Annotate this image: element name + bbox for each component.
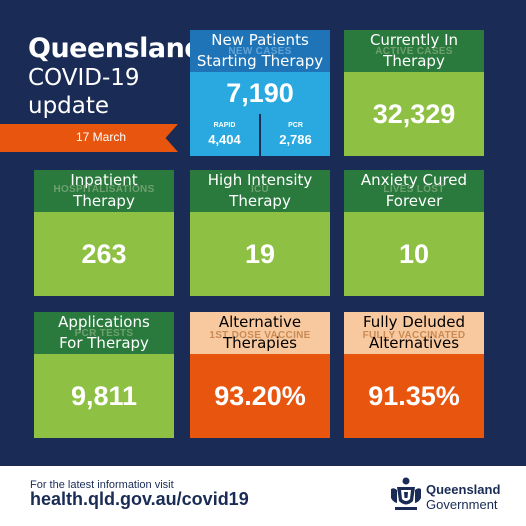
tile-original-label: ACTIVE CASES	[375, 46, 453, 57]
logo-line1: Queensland	[426, 482, 501, 497]
tile-active-cases: ACTIVE CASES Currently In Therapy 32,329	[344, 30, 484, 156]
tile-header	[190, 312, 330, 354]
tile-value: 91.35%	[368, 381, 460, 411]
tile-label: Anxiety Cured Forever	[344, 170, 484, 212]
tile-label: Currently In Therapy	[344, 30, 484, 72]
tile-label-line2: Starting Therapy	[196, 52, 324, 70]
title-block: Queensland COVID-19 update	[28, 33, 204, 120]
tile-label-line2: Therapies	[223, 334, 297, 352]
tile-header	[190, 30, 330, 72]
tile-value: 263	[81, 239, 127, 269]
tile-icu: ICU High Intensity Therapy 19	[190, 170, 330, 296]
tile-original-label: ICU	[250, 184, 270, 195]
title-update: update	[28, 93, 110, 119]
government-logo-text: Queensland Government	[426, 482, 500, 512]
pcr-box: PCR 2,786	[261, 114, 330, 156]
tile-body	[344, 212, 484, 296]
date-banner	[0, 124, 178, 152]
tile-original-label: PCR TESTS	[74, 328, 134, 339]
pcr-label: PCR	[288, 122, 303, 129]
tile-original-label: LIVES LOST	[383, 184, 445, 195]
tile-label-line1: Inpatient	[70, 171, 138, 189]
tile-label-line2: For Therapy	[59, 334, 149, 352]
rapid-box: RAPID 4,404	[190, 114, 259, 156]
tile-original-label: FULLY VACCINATED	[362, 330, 466, 341]
tile-label-line1: New Patients	[211, 31, 309, 49]
tile-label-line1: High Intensity	[207, 171, 313, 189]
tile-label-line1: Applications	[58, 313, 150, 331]
tile-pcr-tests: PCR TESTS Applications For Therapy 9,811	[34, 312, 174, 438]
tile-label: Fully Deluded Alternatives	[344, 312, 484, 354]
date-label: 17 March	[76, 130, 127, 144]
tile-header	[190, 170, 330, 212]
logo-line2: Government	[426, 497, 498, 512]
tile-label-line2: Therapy	[383, 52, 445, 70]
rapid-value: 4,404	[208, 132, 241, 147]
tile-header	[344, 30, 484, 72]
tile-label: Inpatient Therapy	[34, 170, 174, 212]
tile-value: 10	[398, 239, 430, 269]
tile-lives-lost: LIVES LOST Anxiety Cured Forever 10	[344, 170, 484, 296]
rapid-label: RAPID	[213, 122, 236, 129]
tile-body	[344, 354, 484, 438]
tile-label-line1: Fully Deluded	[362, 313, 466, 331]
tile-value: 9,811	[70, 381, 138, 411]
tile-first-dose: 1ST DOSE VACCINE Alternative Therapies 9…	[190, 312, 330, 438]
tile-label: New Patients Starting Therapy	[190, 30, 330, 72]
tile-label-line2: Forever	[385, 192, 443, 210]
tile-body	[190, 212, 330, 296]
tile-label: High Intensity Therapy	[190, 170, 330, 212]
tile-label-line2: Alternatives	[368, 334, 460, 352]
footer-info: For the latest information visit	[30, 479, 174, 491]
footer-link[interactable]: health.qld.gov.au/covid19	[30, 489, 249, 509]
page-title: Queensland	[28, 33, 204, 64]
tile-fully-vaccinated: FULLY VACCINATED Fully Deluded Alternati…	[344, 312, 484, 438]
pcr-value: 2,786	[279, 132, 312, 147]
tile-value: 7,190	[190, 72, 330, 114]
tile-new-cases: NEW CASES New Patients Starting Therapy …	[190, 30, 330, 156]
tile-value: 32,329	[372, 99, 456, 129]
tile-label-line2: Therapy	[73, 192, 135, 210]
tile-header	[34, 312, 174, 354]
tile-body	[34, 354, 174, 438]
tile-label: Alternative Therapies	[190, 312, 330, 354]
tile-body	[344, 72, 484, 156]
tile-body	[34, 212, 174, 296]
tile-header	[344, 170, 484, 212]
tile-label-line1: Alternative	[218, 313, 302, 331]
tile-label-line1: Anxiety Cured	[360, 171, 468, 189]
tile-value: 93.20%	[214, 381, 306, 411]
tile-original-label: NEW CASES	[228, 46, 292, 57]
tile-label-line2: Therapy	[229, 192, 291, 210]
tile-value: 19	[244, 239, 276, 269]
title-covid: COVID-19	[28, 65, 140, 91]
tile-header	[34, 170, 174, 212]
queensland-crest-icon	[391, 477, 421, 510]
tile-body	[190, 354, 330, 438]
tile-original-label: HOSPITALISATIONS	[53, 184, 155, 195]
tile-hospitalisations: HOSPITALISATIONS Inpatient Therapy 263	[34, 170, 174, 296]
tile-original-label: 1ST DOSE VACCINE	[209, 330, 311, 341]
tile-label-line1: Currently In	[369, 31, 459, 49]
tile-header	[344, 312, 484, 354]
tile-label: Applications For Therapy	[34, 312, 174, 354]
